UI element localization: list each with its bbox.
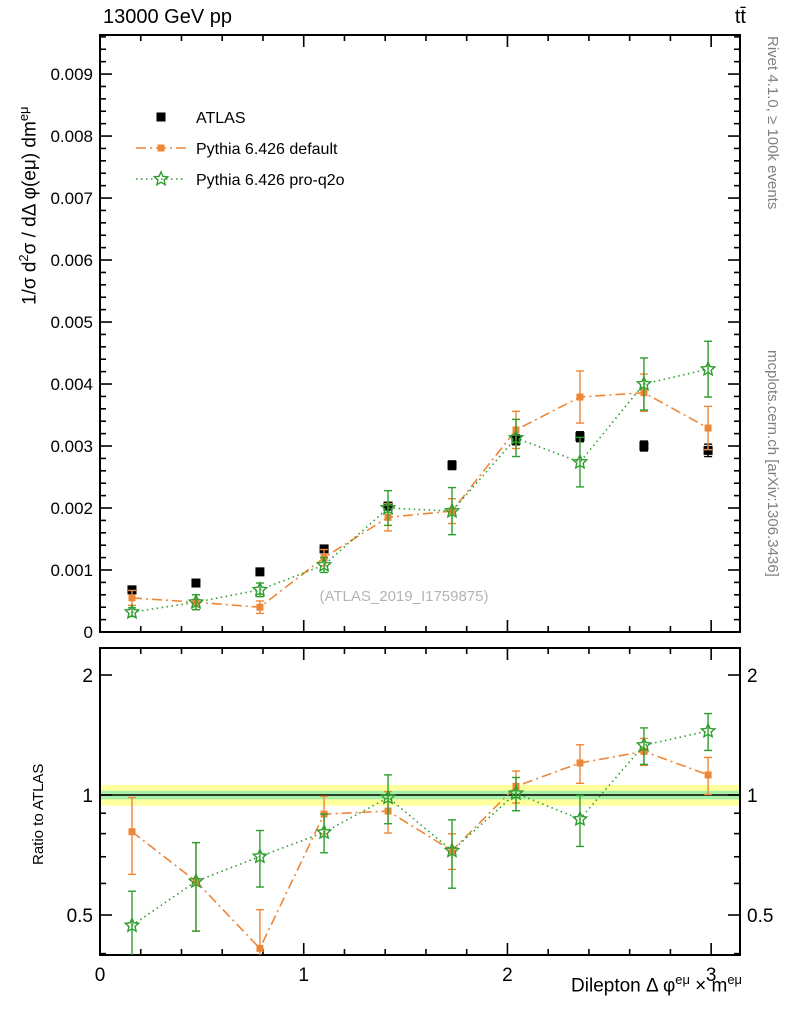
xtick-label: 3 (706, 965, 717, 986)
ytick-ratio-right: 1 (747, 786, 758, 807)
ytick-main: 0.005 (50, 313, 93, 332)
ytick-main: 0.003 (50, 437, 93, 456)
legend-label-2: Pythia 6.426 pro-q2o (196, 172, 345, 189)
ytick-main: 0.001 (50, 561, 93, 580)
pythia-proq2o-series-ratio (123, 712, 717, 955)
ytick-main: 0.009 (50, 65, 93, 84)
process-title: tt̄ (734, 6, 746, 28)
pythia-default-series (127, 370, 713, 615)
xtick-label: 1 (298, 965, 309, 986)
xtick-label: 2 (502, 965, 513, 986)
x-axis-label: Dilepton Δ φeμ × meμ (571, 972, 742, 997)
ratio-uncertainty-band (100, 784, 740, 806)
ytick-ratio-left: 2 (82, 666, 93, 687)
legend-label-1: Pythia 6.426 default (196, 141, 338, 158)
xlabel-part: × m (689, 975, 728, 997)
ytick-main: 0 (84, 623, 93, 642)
pythia-proq2o-series (123, 340, 717, 620)
ytick-main: 0.006 (50, 251, 93, 270)
ytick-main: 0.007 (50, 189, 93, 208)
legend: ATLAS Pythia 6.426 default Pythia 6.426 pr… (136, 110, 345, 189)
beam-energy-title: 13000 GeV pp (103, 6, 232, 28)
xtick-label: 0 (95, 965, 106, 986)
ytick-ratio-right: 2 (747, 666, 758, 687)
atlas-series (127, 431, 713, 595)
xlabel-part: Dilepton Δ φ (571, 975, 676, 997)
ytick-main: 0.008 (50, 127, 93, 146)
xlabel-sup: eμ (675, 972, 690, 987)
ytick-ratio-left: 1 (82, 786, 93, 807)
ytick-main: 0.004 (50, 375, 93, 394)
ytick-ratio-left: 0.5 (67, 906, 93, 927)
ytick-main: 0.002 (50, 499, 93, 518)
pythia-default-series-ratio (127, 737, 713, 955)
axes-frames (99, 34, 741, 956)
xlabel-sup: eμ (727, 972, 742, 987)
ytick-ratio-right: 0.5 (747, 906, 773, 927)
watermark: (ATLAS_2019_I1759875) (319, 588, 488, 605)
legend-label-0: ATLAS (196, 110, 246, 127)
